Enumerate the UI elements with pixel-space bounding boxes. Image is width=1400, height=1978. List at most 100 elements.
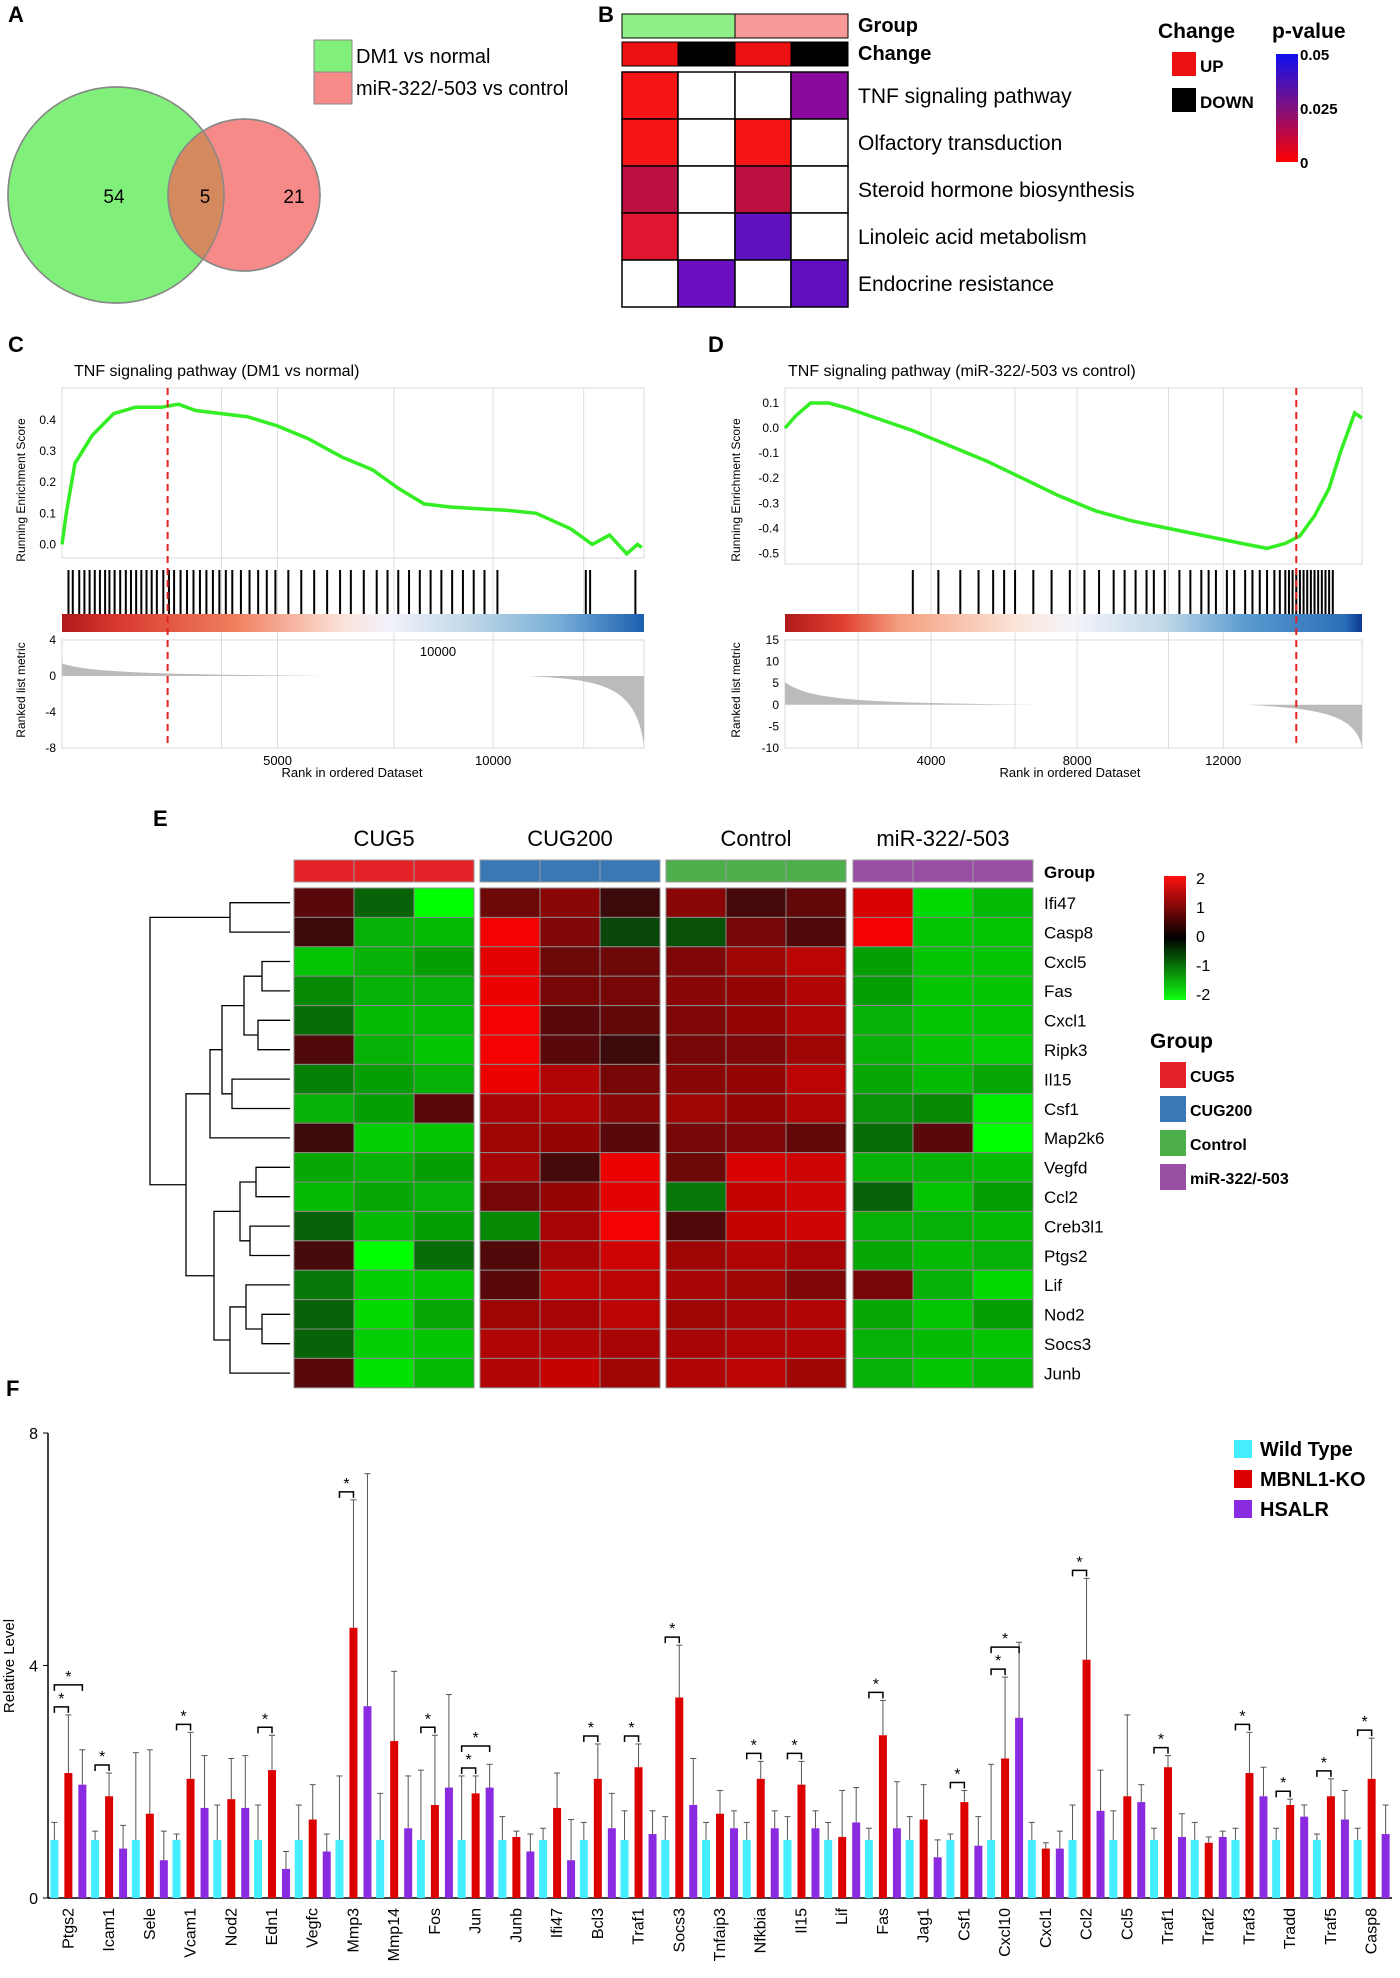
bar (526, 1851, 535, 1898)
bar (363, 1706, 372, 1898)
bar (1178, 1836, 1186, 1898)
heatmap-cell (665, 1034, 727, 1065)
sig-star: * (262, 1711, 268, 1728)
pathway-cell (790, 118, 849, 167)
heatmap-cell (852, 1357, 914, 1389)
sig-star: * (873, 1676, 879, 1693)
pathway-cell (734, 259, 792, 308)
bar (579, 1839, 588, 1898)
bar (702, 1839, 710, 1898)
bar (78, 1784, 87, 1898)
group-legend-swatch (1160, 1062, 1186, 1088)
venn-count-overlap: 5 (200, 187, 211, 208)
heatmap-cell (599, 1269, 661, 1301)
dendro-branch (243, 975, 262, 1036)
heatmap-cell (599, 1005, 661, 1036)
heatmap-cell (912, 1063, 974, 1095)
heatmap-cell (479, 1034, 541, 1065)
heatmap-cell (665, 1328, 727, 1359)
dendro-branch (213, 1210, 240, 1341)
metric-tick-label: 0 (772, 698, 779, 712)
metric-tick-label: -5 (768, 719, 779, 733)
heatmap-cell (413, 1093, 475, 1124)
heatmap-cell (972, 975, 1034, 1007)
heatmap-cell (972, 1005, 1034, 1036)
heatmap-cell (665, 1269, 727, 1301)
bar (553, 1807, 562, 1898)
enrichment-curve (783, 401, 1364, 551)
heatmap-cell (293, 1005, 355, 1036)
bar (1109, 1839, 1118, 1898)
heatmap-gene-label: Map2k6 (1044, 1129, 1104, 1148)
bar (1137, 1802, 1146, 1898)
heatmap-cell (479, 946, 541, 977)
pathway-cell (621, 165, 679, 214)
panel-e-label: E (153, 806, 168, 831)
heatmap-cell (725, 1210, 787, 1242)
panel-d-label: D (708, 332, 724, 357)
pathway-cell (677, 118, 736, 167)
panel-c-label: C (8, 332, 24, 357)
x-tick-label: 4000 (917, 753, 946, 768)
change-cell (790, 41, 849, 67)
heatmap-cell (972, 1152, 1034, 1183)
gsea-c-mid-label: 10000 (420, 644, 456, 659)
heatmap-cell (479, 1357, 541, 1389)
heatmap-group-cell (665, 859, 727, 883)
heatmap-cell (353, 1299, 415, 1330)
bar (213, 1839, 222, 1898)
heatmap-cell (665, 1152, 727, 1183)
heatmap-cell (539, 1269, 601, 1301)
heatmap-cell (353, 1063, 415, 1095)
panel-c: C TNF signaling pathway (DM1 vs normal) … (8, 332, 645, 780)
dendro-branch (221, 1004, 244, 1095)
heatmap-cell (293, 975, 355, 1007)
bar (200, 1807, 209, 1898)
pathway-cell (790, 212, 849, 261)
heatmap-cell (599, 946, 661, 977)
heatmap-cell (912, 1210, 974, 1242)
sig-star: * (1280, 1775, 1286, 1792)
bar (105, 1796, 114, 1898)
heatmap-cell (785, 1122, 847, 1154)
category-label: Fas (875, 1908, 892, 1935)
bar (946, 1839, 955, 1898)
heatmap-cell (479, 1328, 541, 1359)
sig-star: * (751, 1737, 757, 1754)
category-label: Traf3 (1241, 1908, 1258, 1945)
expression-colorbar (1164, 876, 1186, 1000)
heatmap-cell (725, 1093, 787, 1124)
heatmap-group-cell (539, 859, 601, 883)
category-label: Traf2 (1201, 1908, 1218, 1945)
heatmap-gene-label: Csf1 (1044, 1100, 1079, 1119)
heatmap-cell (539, 1093, 601, 1124)
pathway-cell (621, 212, 679, 261)
heatmap-cell (353, 1240, 415, 1271)
heatmap-cell (413, 1152, 475, 1183)
heatmap-cell (912, 1152, 974, 1183)
heatmap-cell (852, 1269, 914, 1301)
sig-star: * (58, 1691, 64, 1708)
heatmap-cell (725, 975, 787, 1007)
sig-bracket (1316, 1770, 1332, 1777)
colorbar-tick: -1 (1196, 958, 1210, 975)
x-tick-label: 12000 (1205, 753, 1241, 768)
heatmap-cell (413, 1181, 475, 1212)
dendro-branch (261, 960, 290, 992)
bar (308, 1819, 317, 1898)
bar (756, 1778, 765, 1898)
heatmap-cell (852, 1210, 914, 1242)
heatmap-cell (912, 1122, 974, 1154)
category-label: Cxcl10 (997, 1908, 1014, 1957)
bar (471, 1793, 480, 1898)
heatmap-cell (479, 1122, 541, 1154)
gsea-d-xlabel: Rank in ordered Dataset (1000, 765, 1141, 780)
heatmap-gene-label: Ptgs2 (1044, 1247, 1087, 1266)
heatmap-cell (413, 1122, 475, 1154)
y-tick-label: 4 (29, 1659, 38, 1676)
heatmap-cell (852, 1093, 914, 1124)
heatmap-cell (539, 946, 601, 977)
heatmap-cell (479, 916, 541, 948)
heatmap-gene-label: Lif (1044, 1276, 1062, 1295)
pathway-label: Linoleic acid metabolism (858, 226, 1087, 249)
